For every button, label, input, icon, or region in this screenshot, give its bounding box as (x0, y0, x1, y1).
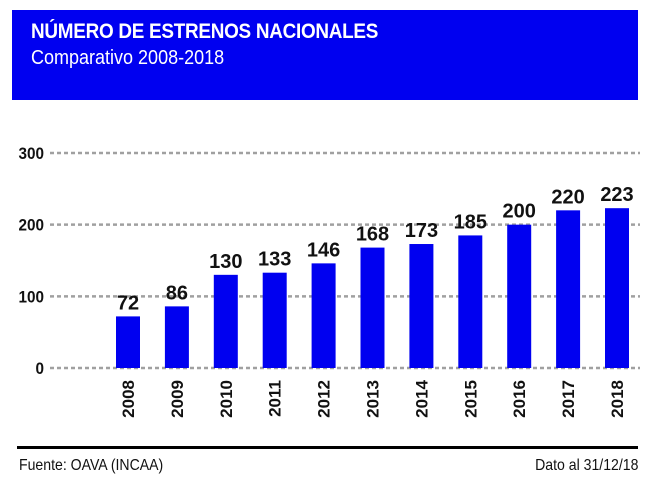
bar-2008 (116, 316, 140, 368)
chart-header: NÚMERO DE ESTRENOS NACIONALES Comparativ… (12, 10, 638, 100)
data-label: 185 (454, 211, 487, 233)
y-tick-label: 300 (18, 144, 44, 163)
x-tick-label: 2008 (119, 380, 138, 418)
data-label: 220 (551, 186, 584, 208)
data-label: 86 (166, 282, 188, 304)
bar-chart: 0 100 200 300 72 2008 86 2009 130 2010 133 2011 146 2… (18, 144, 640, 418)
data-label: 168 (356, 224, 389, 246)
x-tick-label: 2009 (168, 380, 187, 418)
data-label: 133 (258, 249, 291, 271)
x-tick-label: 2013 (364, 380, 383, 418)
x-tick-label: 2016 (510, 380, 529, 418)
x-tick-label: 2015 (461, 380, 480, 418)
x-tick-label: 2018 (608, 380, 627, 418)
y-tick-label: 200 (18, 216, 44, 235)
bar-2015 (458, 235, 483, 368)
data-label: 200 (503, 201, 536, 223)
data-label: 223 (600, 184, 633, 206)
x-tick-label: 2010 (217, 380, 236, 418)
bar-2013 (360, 247, 385, 368)
bar-2014 (409, 244, 434, 368)
data-label: 130 (209, 251, 242, 273)
x-tick-label: 2014 (412, 379, 431, 417)
data-label: 173 (405, 220, 438, 242)
x-tick-label: 2012 (315, 380, 334, 418)
bar-2018 (605, 208, 629, 368)
footer-divider (17, 446, 638, 449)
y-tick-label: 0 (35, 359, 44, 378)
bar-2017 (556, 210, 581, 368)
bar-2011 (262, 272, 287, 368)
data-label: 72 (117, 292, 139, 314)
chart-subtitle: Comparativo 2008-2018 (31, 47, 225, 69)
date-note: Dato al 31/12/18 (534, 457, 638, 474)
data-label: 146 (307, 239, 340, 261)
bar-2009 (164, 306, 189, 368)
x-tick-label: 2011 (266, 380, 285, 417)
bar-2016 (507, 224, 532, 368)
y-tick-label: 100 (18, 288, 44, 307)
chart-title: NÚMERO DE ESTRENOS NACIONALES (31, 20, 379, 43)
bar-2012 (311, 263, 336, 368)
source-note: Fuente: OAVA (INCAA) (19, 457, 164, 474)
x-tick-label: 2017 (559, 380, 578, 418)
bar-2010 (213, 274, 238, 368)
